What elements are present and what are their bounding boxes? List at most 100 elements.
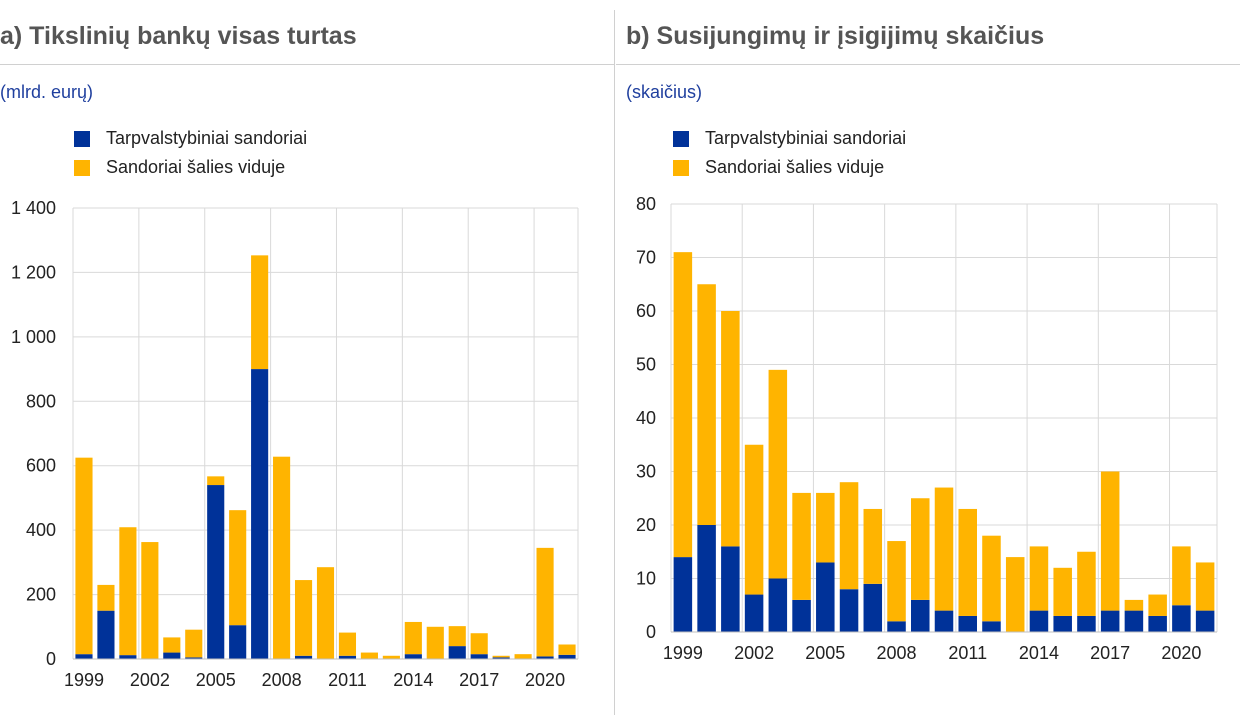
x-tick-label: 2002 [734, 643, 774, 663]
bar-domestic [887, 541, 906, 622]
bar-domestic [1124, 599, 1144, 611]
bar-cross-border [958, 615, 977, 632]
legend-label-domestic: Sandoriai šalies viduje [106, 157, 286, 177]
x-tick-label: 2011 [328, 670, 367, 690]
bar-cross-border [792, 599, 811, 632]
y-tick-label: 200 [26, 585, 56, 605]
y-tick-label: 70 [636, 248, 656, 268]
bar-domestic [492, 655, 510, 658]
bar-domestic [470, 633, 488, 655]
bar-cross-border [1053, 615, 1072, 632]
panel-divider [614, 10, 615, 715]
bar-cross-border [404, 654, 422, 659]
x-tick-label: 2020 [1161, 643, 1201, 663]
x-tick-label: 2005 [805, 643, 845, 663]
bar-domestic [768, 369, 788, 579]
bar-domestic [721, 311, 740, 547]
y-tick-label: 50 [636, 355, 656, 375]
bar-cross-border [97, 610, 115, 659]
bar-cross-border [251, 369, 269, 659]
panel-a-title: a) Tikslinių bankų visas turtas [0, 22, 357, 50]
y-tick-label: 80 [636, 194, 656, 214]
x-tick-label: 2005 [196, 670, 236, 690]
bar-domestic [1077, 551, 1096, 616]
x-tick-label: 2017 [1090, 643, 1130, 663]
y-tick-label: 40 [636, 408, 656, 428]
bar-cross-border [934, 610, 954, 632]
bar-domestic [294, 580, 313, 656]
bar-cross-border [558, 654, 576, 659]
bar-domestic [958, 508, 977, 616]
bar-domestic [273, 456, 291, 659]
bar-cross-border [721, 546, 740, 632]
y-tick-label: 0 [46, 649, 56, 669]
legend-item-domestic: Sandoriai šalies viduje [673, 153, 906, 182]
bar-domestic [697, 284, 716, 525]
bar-domestic [744, 444, 764, 595]
bar-cross-border [1100, 610, 1120, 632]
y-tick-label: 0 [646, 622, 656, 642]
bar-domestic [514, 654, 532, 659]
bar-cross-border [982, 621, 1001, 632]
bar-domestic [982, 535, 1001, 622]
panel-b-title-rule [616, 64, 1240, 65]
y-tick-label: 10 [636, 569, 656, 589]
y-tick-label: 1 000 [11, 327, 56, 347]
bar-cross-border [863, 583, 883, 632]
legend-swatch-cross-border [673, 130, 689, 147]
bar-cross-border [119, 655, 137, 659]
x-tick-label: 2017 [459, 670, 499, 690]
panel-b-unit-label: (skaičius) [626, 82, 703, 102]
legend-item-cross-border: Tarpvalstybiniai sandoriai [74, 124, 307, 153]
bar-cross-border [492, 657, 510, 659]
bar-domestic [141, 542, 159, 659]
x-tick-label: 2020 [525, 670, 565, 690]
legend-swatch-domestic [673, 159, 689, 176]
bar-domestic [360, 652, 378, 659]
chart-deal-count: 0 10 20 30 40 50 60 70 80 1999 2002 2005 2008 2011 201… [636, 194, 1218, 663]
bar-domestic [448, 626, 466, 647]
x-tick-label: 2008 [876, 643, 916, 663]
bar-domestic [229, 510, 247, 626]
panel-b-title: b) Susijungimų ir įsigijimų skaičius [626, 22, 1045, 50]
bar-cross-border [229, 625, 247, 659]
x-tick-label: 1999 [64, 670, 104, 690]
bar-domestic [1005, 557, 1025, 632]
bar-domestic [251, 255, 269, 370]
bar-cross-border [1029, 610, 1049, 632]
bar-domestic [911, 498, 930, 600]
y-tick-label: 20 [636, 515, 656, 535]
bar-domestic [163, 637, 181, 653]
x-tick-label: 2014 [393, 670, 433, 690]
bar-domestic [536, 547, 554, 657]
y-tick-label: 1 200 [11, 262, 56, 282]
bar-domestic [75, 457, 93, 655]
bar-domestic [119, 527, 137, 656]
x-tick-label: 1999 [663, 643, 703, 663]
bar-cross-border [1124, 610, 1144, 632]
bar-cross-border [1148, 615, 1167, 632]
legend-label-cross-border: Tarpvalstybiniai sandoriai [106, 128, 308, 148]
bar-cross-border [839, 589, 859, 632]
bar-domestic [863, 508, 883, 584]
bar-cross-border [75, 654, 93, 659]
bar-domestic [316, 567, 335, 659]
bar-cross-border [768, 578, 788, 632]
bar-domestic [97, 584, 115, 611]
bar-domestic [1195, 562, 1215, 611]
bar-domestic [558, 644, 576, 655]
bar-domestic [1172, 546, 1191, 606]
bar-domestic [1148, 594, 1167, 616]
y-tick-label: 400 [26, 520, 56, 540]
bar-domestic [338, 632, 357, 656]
bar-cross-border [185, 657, 203, 659]
bar-domestic [934, 487, 954, 611]
panel-deal-count: b) Susijungimų ir įsigijimų skaičius (sk… [616, 0, 1240, 720]
bar-cross-border [163, 652, 181, 659]
bar-cross-border [338, 655, 357, 659]
panel-a-unit-label: (mlrd. eurų) [0, 82, 94, 102]
y-tick-label: 800 [26, 391, 56, 411]
bar-domestic [1029, 546, 1049, 611]
bar-cross-border [448, 646, 466, 659]
bar-cross-border [697, 525, 716, 632]
